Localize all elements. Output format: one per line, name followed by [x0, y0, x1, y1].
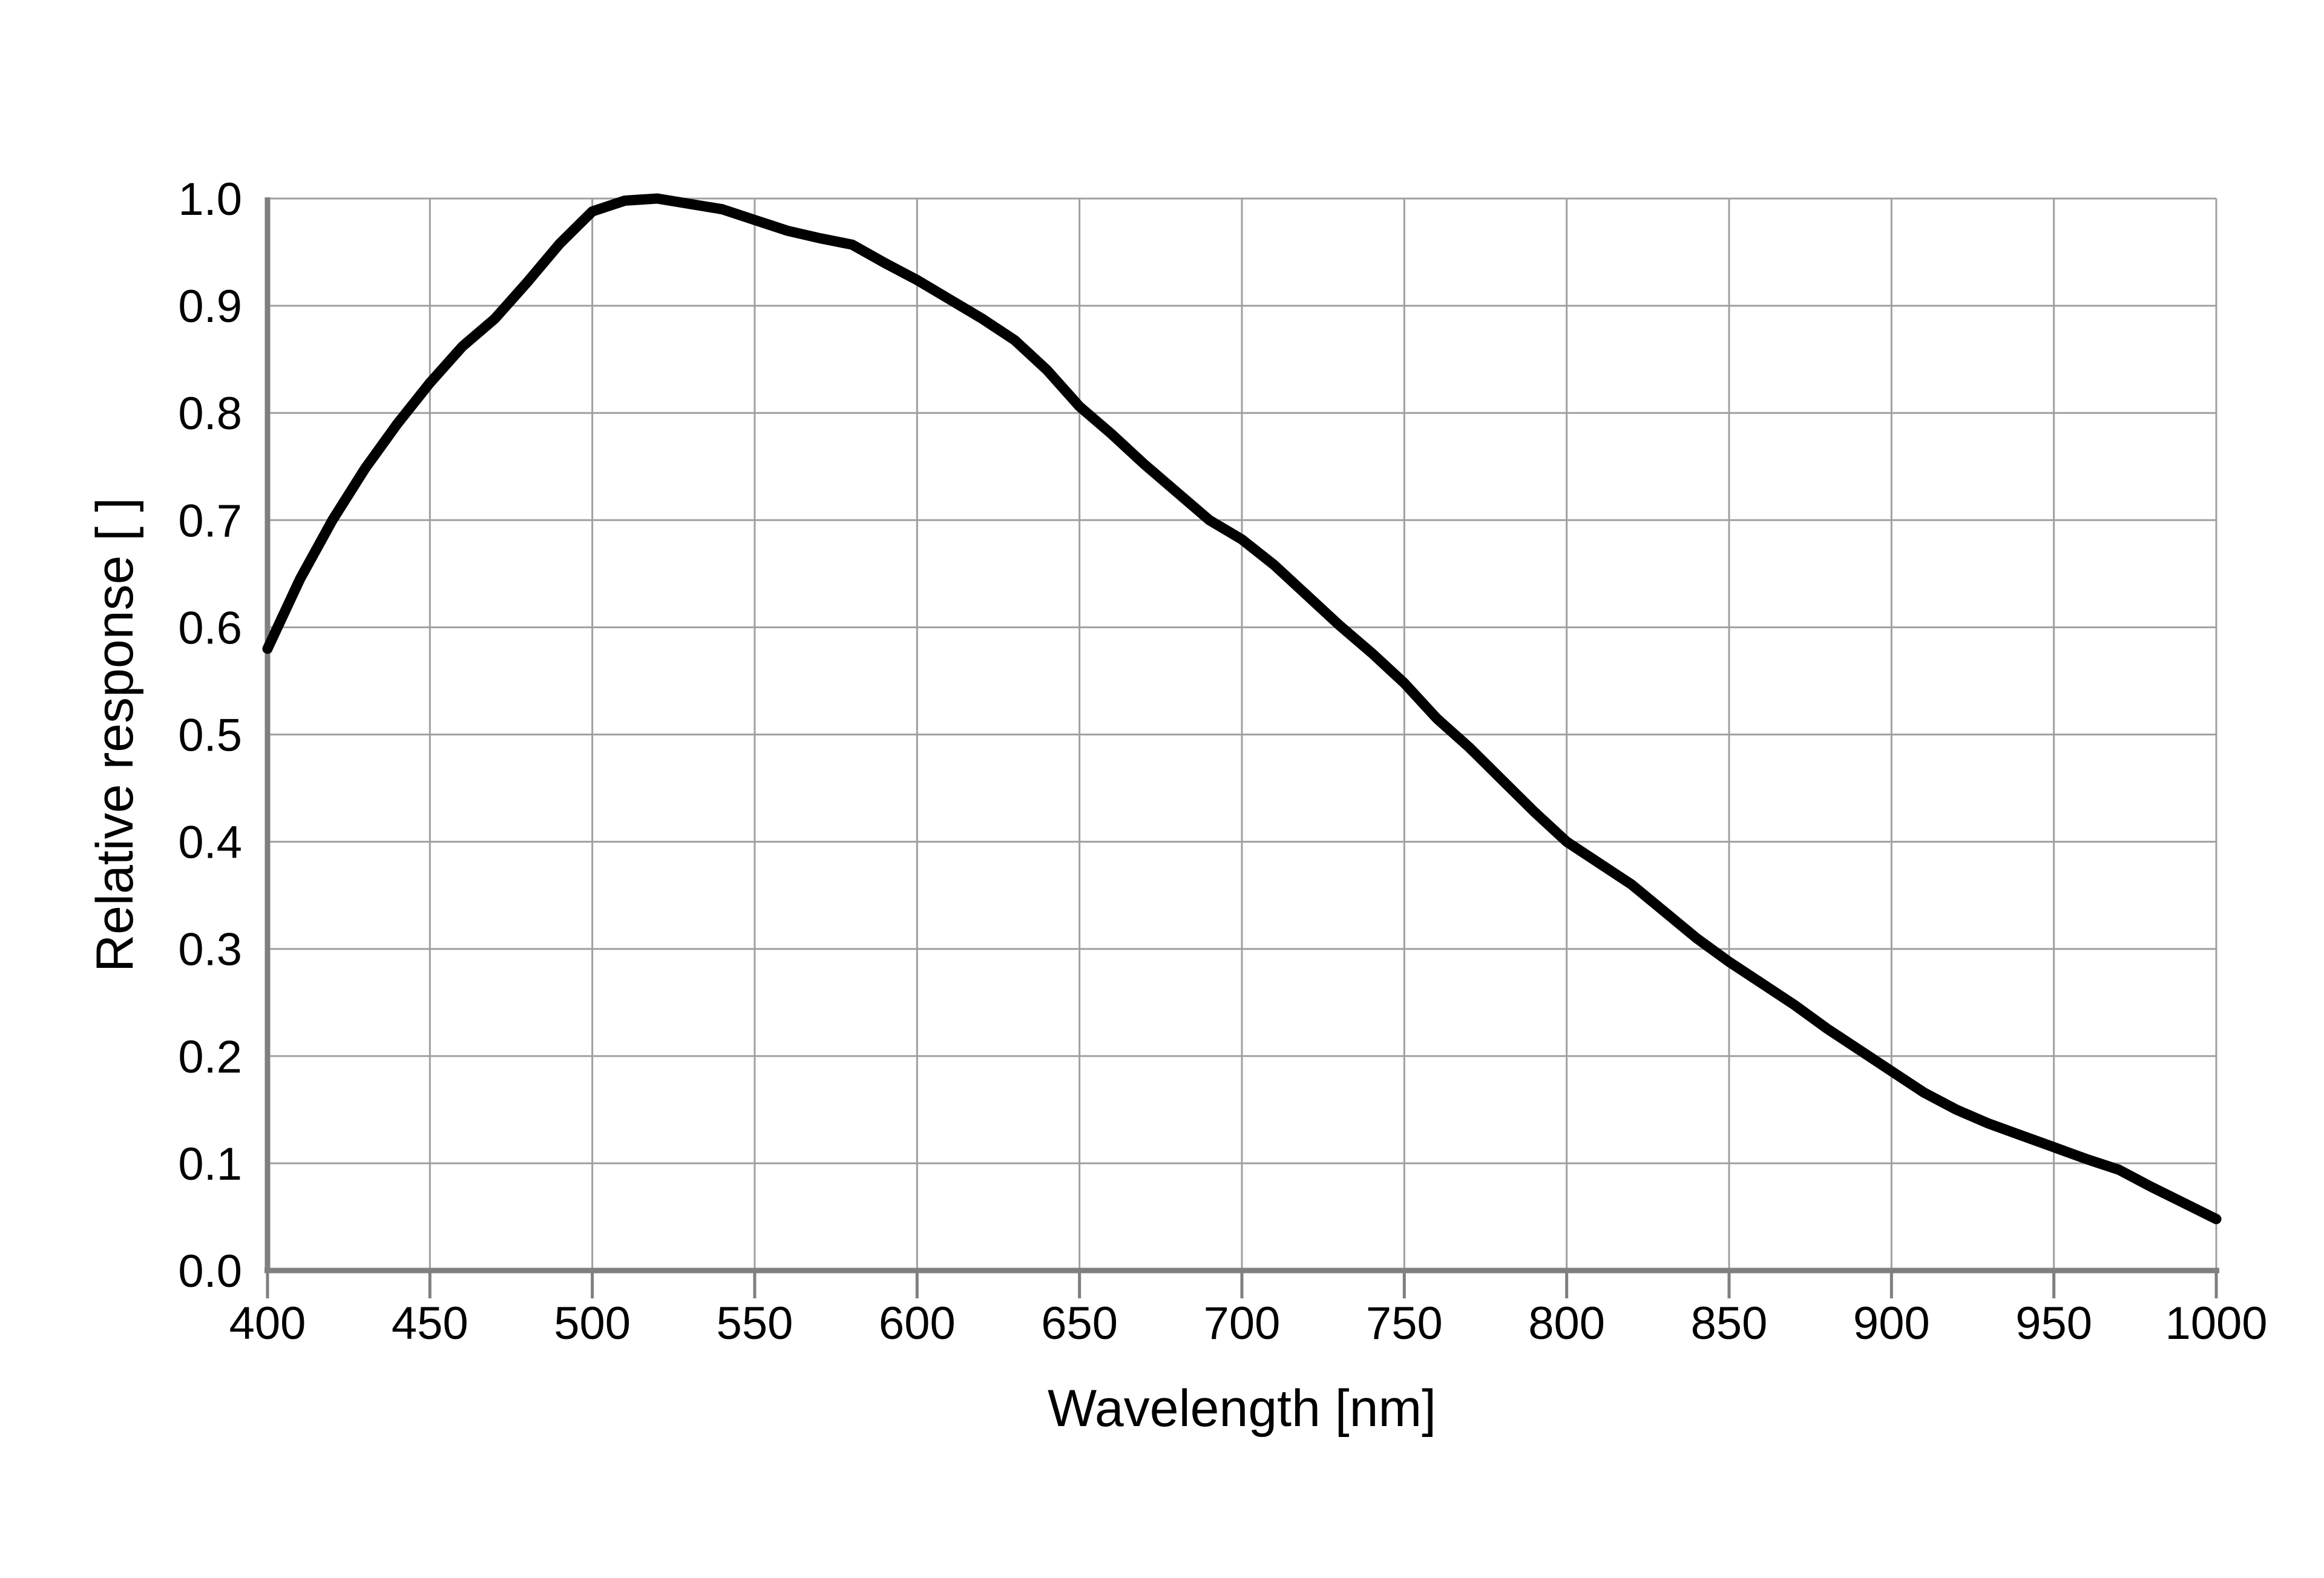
x-tick-label: 950 — [2015, 1298, 2092, 1349]
y-tick-label: 0.6 — [178, 602, 242, 654]
y-tick-label: 0.9 — [178, 281, 242, 332]
x-tick-label: 550 — [717, 1298, 793, 1349]
y-tick-label: 0.7 — [178, 495, 242, 547]
x-axis-title: Wavelength [nm] — [1047, 1379, 1437, 1438]
response-curve — [262, 193, 2222, 1225]
y-tick-label: 0.1 — [178, 1139, 242, 1190]
y-axis-title: Relative response [ ] — [86, 498, 144, 972]
x-tick-label: 800 — [1528, 1298, 1605, 1349]
y-tick-label: 1.0 — [178, 174, 242, 225]
x-tick-label: 650 — [1041, 1298, 1118, 1349]
x-tick-label: 700 — [1204, 1298, 1281, 1349]
y-tick-label: 0.4 — [178, 817, 242, 869]
y-tick-label: 0.3 — [178, 924, 242, 976]
x-tick-label: 500 — [554, 1298, 631, 1349]
x-tick-label: 600 — [879, 1298, 956, 1349]
y-tick-label: 0.5 — [178, 710, 242, 761]
x-tick-label: 750 — [1366, 1298, 1443, 1349]
x-tick-label: 450 — [392, 1298, 468, 1349]
y-tick-label: 0.8 — [178, 388, 242, 439]
x-tick-label: 850 — [1691, 1298, 1768, 1349]
y-tick-label: 0.2 — [178, 1031, 242, 1083]
x-tick-label: 1000 — [2165, 1298, 2267, 1349]
x-tick-label: 900 — [1853, 1298, 1930, 1349]
y-tick-label: 0.0 — [178, 1246, 242, 1297]
x-tick-label: 400 — [229, 1298, 306, 1349]
